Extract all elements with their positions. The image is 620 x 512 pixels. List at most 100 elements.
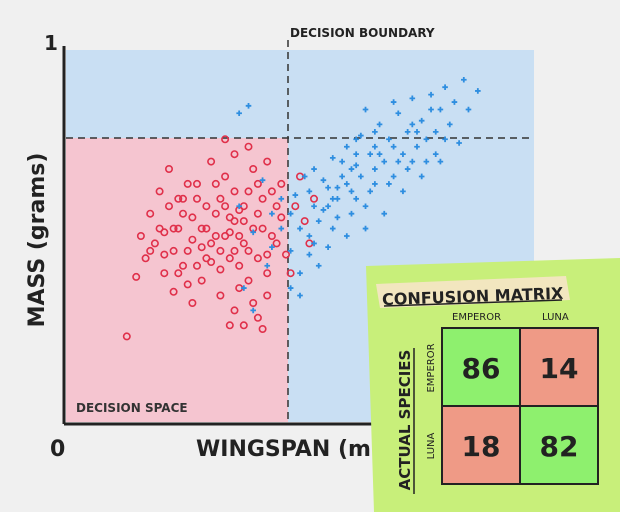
luna-point (367, 151, 373, 157)
luna-point (386, 181, 392, 187)
luna-point (367, 188, 373, 195)
luna-point (311, 240, 317, 247)
emperor-point (244, 142, 253, 151)
emperor-point (169, 224, 178, 233)
emperor-point (202, 202, 211, 211)
luna-point (287, 285, 294, 291)
luna-point (362, 225, 369, 232)
emperor-point (281, 250, 290, 259)
emperor-point (225, 228, 234, 237)
emperor-point (211, 179, 220, 188)
luna-point (353, 162, 359, 169)
emperor-point (150, 239, 159, 248)
luna-point (297, 292, 303, 299)
emperor-point (221, 135, 230, 144)
luna-point (245, 103, 252, 109)
emperor-point (244, 246, 253, 255)
luna-point (372, 166, 378, 172)
luna-point (297, 225, 303, 232)
luna-point (269, 210, 275, 217)
emperor-point (291, 202, 300, 211)
row-label-emperor: EMPEROR (426, 343, 437, 392)
luna-point (353, 136, 359, 143)
emperor-point (216, 246, 225, 255)
y-axis-label: MASS (grams) (25, 153, 50, 328)
luna-point (311, 166, 317, 172)
luna-point (236, 110, 242, 117)
luna-point (437, 158, 444, 165)
cell-emperor-emperor (441, 327, 521, 407)
emperor-point (267, 232, 276, 241)
luna-point (437, 106, 444, 113)
luna-point (428, 91, 434, 98)
emperor-point (225, 321, 234, 330)
emperor-point (179, 261, 188, 270)
emperor-point (216, 291, 225, 300)
luna-point (344, 233, 350, 239)
luna-point (306, 233, 313, 239)
emperor-point (141, 254, 150, 263)
emperor-point (122, 332, 131, 341)
emperor-point (207, 157, 216, 166)
emperor-point (202, 224, 211, 233)
luna-point (390, 143, 397, 150)
emperor-point (207, 239, 216, 248)
luna-point (311, 203, 317, 210)
luna-point (334, 214, 341, 221)
emperor-point (155, 187, 164, 196)
luna-point (344, 181, 350, 187)
emperor-point (169, 246, 178, 255)
luna-point (442, 136, 448, 143)
emperor-point (235, 261, 244, 270)
emperor-point (179, 194, 188, 203)
emperor-point (183, 280, 192, 289)
emperor-point (286, 269, 295, 278)
luna-point (395, 158, 402, 165)
col-label-emperor: EMPEROR (452, 312, 501, 323)
emperor-point (239, 321, 248, 330)
luna-point (348, 188, 355, 195)
emperor-point (272, 239, 281, 248)
cell-value-emperor-luna: 14 (540, 352, 579, 385)
emperor-point (239, 217, 248, 226)
luna-point (306, 251, 313, 258)
luna-point (456, 140, 462, 146)
luna-point (414, 143, 420, 150)
emperor-point (258, 224, 267, 233)
emperor-point (197, 224, 206, 233)
emperor-point (263, 250, 272, 259)
luna-point (404, 166, 411, 172)
luna-point (329, 196, 336, 202)
luna-point (409, 121, 416, 128)
luna-point (390, 99, 397, 105)
emperor-point (230, 306, 239, 315)
luna-point (418, 117, 425, 124)
emperor-point (277, 213, 286, 222)
luna-point (287, 248, 294, 254)
emperor-point (272, 202, 281, 211)
luna-point (348, 166, 355, 172)
luna-point (241, 285, 247, 291)
luna-point (306, 188, 313, 195)
emperor-point (174, 224, 183, 233)
emperor-point (230, 217, 239, 226)
emperor-point (253, 179, 262, 188)
emperor-point (244, 276, 253, 285)
x-tick-origin: 0 (50, 437, 65, 462)
emperor-point (132, 272, 141, 281)
luna-point (301, 173, 308, 180)
luna-point (278, 225, 285, 232)
luna-point (315, 262, 322, 269)
emperor-point (165, 165, 174, 174)
luna-point (446, 121, 453, 128)
col-label-luna: LUNA (542, 312, 569, 323)
decision-space-label: DECISION SPACE (76, 401, 188, 415)
emperor-point (155, 224, 164, 233)
emperor-point (216, 265, 225, 274)
emperor-point (174, 269, 183, 278)
emperor-point (263, 291, 272, 300)
luna-point (250, 229, 256, 236)
luna-point (362, 203, 369, 210)
luna-point (414, 129, 420, 135)
